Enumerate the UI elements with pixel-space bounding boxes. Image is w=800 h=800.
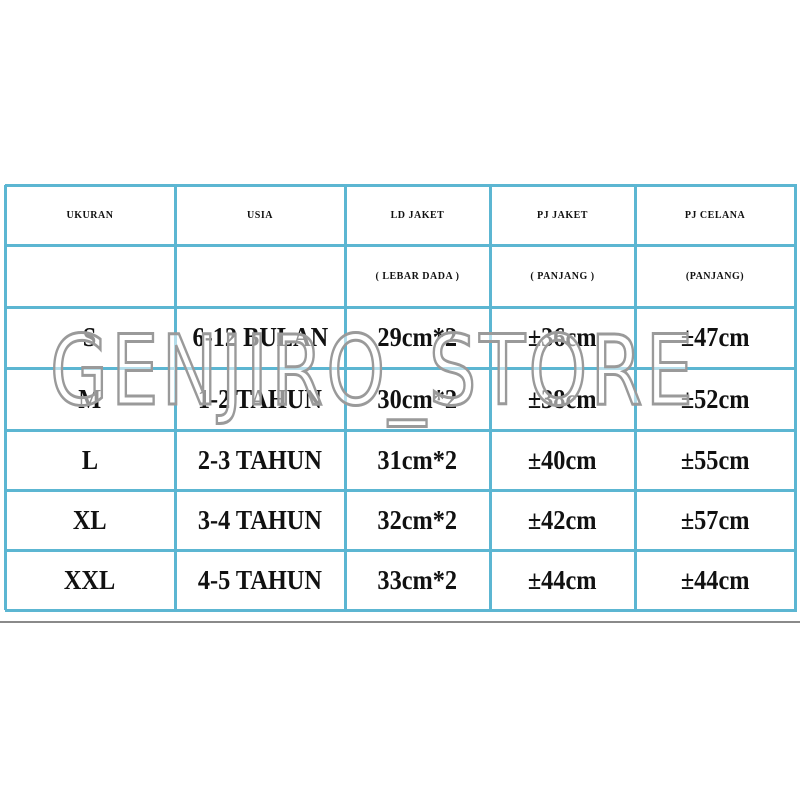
grid-line — [5, 367, 797, 370]
table-cell: S — [5, 307, 175, 368]
cell-text: M — [78, 383, 102, 414]
column-header: UKURAN — [66, 209, 114, 221]
table-cell: ±57cm — [635, 490, 795, 550]
table-cell: M — [5, 368, 175, 430]
cell-text: ±44cm — [528, 564, 597, 595]
grid-line — [5, 306, 797, 309]
cell-text: ±55cm — [680, 444, 750, 475]
table-cell: 29cm*2 — [345, 307, 490, 368]
cell-text: 2-3 TAHUN — [197, 444, 322, 475]
cell-text: 4-5 TAHUN — [197, 564, 322, 595]
cell-text: ±52cm — [680, 383, 750, 414]
cell-text: ±42cm — [528, 504, 597, 535]
divider — [0, 621, 800, 623]
cell-text: 31cm*2 — [377, 444, 458, 475]
cell-text: 32cm*2 — [377, 504, 458, 535]
column-subheader: ( PANJANG ) — [530, 270, 595, 282]
grid-line — [5, 184, 797, 187]
cell-text: 6-12 BULAN — [192, 322, 328, 352]
table-cell: 32cm*2 — [345, 490, 490, 550]
table-cell: ±52cm — [635, 368, 795, 430]
table-cell: ±55cm — [635, 430, 795, 490]
table-cell: ±38cm — [490, 368, 635, 430]
grid-line — [489, 185, 492, 610]
table-cell: ±42cm — [490, 490, 635, 550]
table-cell: 33cm*2 — [345, 550, 490, 610]
column-header: PJ JAKET — [537, 209, 588, 221]
column-header: PJ CELANA — [684, 209, 746, 221]
grid-line — [4, 185, 7, 610]
table-cell: ±47cm — [635, 307, 795, 368]
table-cell: ±44cm — [490, 550, 635, 610]
column-header: USIA — [247, 209, 273, 221]
table-cell: 3-4 TAHUN — [175, 490, 345, 550]
grid-line — [174, 185, 177, 610]
cell-text: 3-4 TAHUN — [197, 504, 322, 535]
cell-text: ±40cm — [528, 444, 597, 475]
cell-text: 30cm*2 — [377, 383, 458, 414]
cell-text: XL — [73, 504, 107, 535]
grid-line — [5, 244, 797, 247]
table-cell: 6-12 BULAN — [175, 307, 345, 368]
table-cell: XXL — [5, 550, 175, 610]
table-cell: 30cm*2 — [345, 368, 490, 430]
grid-line — [5, 549, 797, 552]
grid-line — [5, 609, 797, 612]
table-cell: 4-5 TAHUN — [175, 550, 345, 610]
table-cell: 31cm*2 — [345, 430, 490, 490]
table-cell: ±36cm — [490, 307, 635, 368]
cell-text: ±44cm — [680, 564, 750, 595]
cell-text: XXL — [64, 564, 116, 595]
cell-text: S — [83, 322, 97, 352]
table-cell: 2-3 TAHUN — [175, 430, 345, 490]
cell-text: 1-2 TAHUN — [197, 383, 322, 414]
cell-text: ±57cm — [680, 504, 750, 535]
table-cell: L — [5, 430, 175, 490]
grid-line — [634, 185, 637, 610]
table-cell: ±44cm — [635, 550, 795, 610]
grid-line — [5, 429, 797, 432]
column-header: LD JAKET — [390, 209, 445, 221]
grid-line — [344, 185, 347, 610]
cell-text: 33cm*2 — [377, 564, 458, 595]
cell-text: ±47cm — [680, 322, 750, 352]
table-cell: ±40cm — [490, 430, 635, 490]
table-cell: 1-2 TAHUN — [175, 368, 345, 430]
cell-text: 29cm*2 — [377, 322, 458, 352]
cell-text: ±38cm — [528, 383, 597, 414]
column-subheader: (PANJANG) — [685, 270, 745, 282]
cell-text: L — [81, 444, 99, 475]
grid-line — [5, 489, 797, 492]
cell-text: ±36cm — [528, 322, 597, 352]
column-subheader: ( LEBAR DADA ) — [375, 270, 460, 282]
table-cell: XL — [5, 490, 175, 550]
grid-line — [794, 185, 797, 610]
